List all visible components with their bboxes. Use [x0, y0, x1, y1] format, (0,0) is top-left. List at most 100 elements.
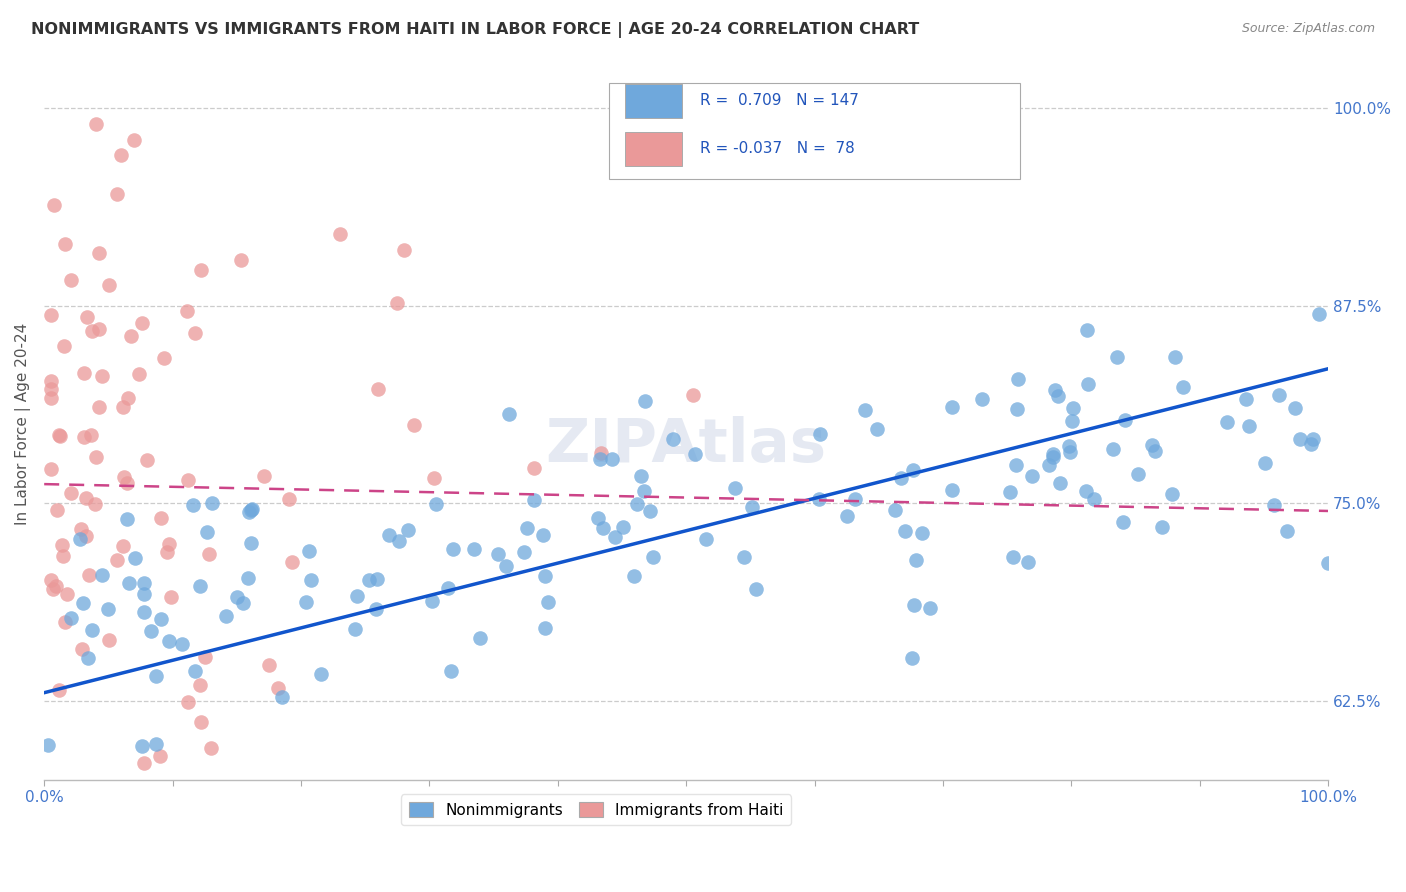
Point	[600, 451, 623, 466]
Text: R =  0.709   N = 147: R = 0.709 N = 147	[700, 94, 859, 108]
Point	[160, 591, 183, 605]
Point	[1007, 371, 1029, 385]
Point	[51, 538, 73, 552]
Point	[45, 579, 67, 593]
Point	[52, 549, 75, 564]
Point	[1316, 556, 1339, 570]
Legend: Nonimmigrants, Immigrants from Haiti: Nonimmigrants, Immigrants from Haiti	[401, 795, 792, 825]
Y-axis label: In Labor Force | Age 20-24: In Labor Force | Age 20-24	[15, 323, 31, 525]
Point	[75, 529, 97, 543]
Point	[80, 624, 103, 638]
Point	[1059, 444, 1081, 458]
Point	[238, 505, 260, 519]
Point	[194, 649, 217, 664]
Point	[134, 576, 156, 591]
Point	[1237, 419, 1260, 434]
Point	[112, 469, 135, 483]
Point	[603, 531, 626, 545]
Point	[612, 519, 634, 533]
Point	[844, 492, 866, 507]
Point	[1002, 550, 1025, 565]
Point	[1302, 432, 1324, 446]
Point	[1005, 458, 1028, 472]
Point	[91, 568, 114, 582]
Text: Source: ZipAtlas.com: Source: ZipAtlas.com	[1241, 22, 1375, 36]
Point	[866, 422, 889, 436]
Point	[1161, 487, 1184, 501]
Point	[420, 594, 443, 608]
Point	[80, 324, 103, 338]
Point	[1289, 432, 1312, 446]
Point	[903, 599, 925, 613]
Point	[87, 246, 110, 260]
Point	[181, 499, 204, 513]
Point	[128, 368, 150, 382]
Point	[941, 401, 963, 415]
Point	[592, 521, 614, 535]
Point	[132, 605, 155, 619]
Point	[901, 463, 924, 477]
Point	[1083, 491, 1105, 506]
Point	[588, 511, 610, 525]
Point	[1275, 524, 1298, 538]
Point	[638, 504, 661, 518]
Point	[155, 545, 177, 559]
Point	[84, 117, 107, 131]
Point	[1284, 401, 1306, 415]
Point	[682, 388, 704, 402]
Point	[257, 658, 280, 673]
Point	[39, 462, 62, 476]
Point	[201, 496, 224, 510]
Point	[853, 402, 876, 417]
Point	[641, 549, 664, 564]
Point	[626, 497, 648, 511]
Point	[537, 595, 560, 609]
Point	[42, 582, 65, 596]
Point	[344, 622, 367, 636]
Point	[39, 382, 62, 396]
Point	[190, 263, 212, 277]
Point	[295, 595, 318, 609]
Point	[589, 446, 612, 460]
Point	[157, 536, 180, 550]
Point	[124, 550, 146, 565]
Point	[364, 601, 387, 615]
Point	[149, 612, 172, 626]
Point	[1043, 384, 1066, 398]
Point	[277, 491, 299, 506]
Point	[112, 540, 135, 554]
Point	[1049, 475, 1071, 490]
Point	[97, 278, 120, 293]
Point	[59, 485, 82, 500]
Point	[441, 541, 464, 556]
Point	[905, 553, 928, 567]
Point	[901, 651, 924, 665]
Point	[77, 650, 100, 665]
Point	[1152, 520, 1174, 534]
Point	[190, 714, 212, 729]
Point	[918, 601, 941, 615]
Point	[134, 756, 156, 770]
Point	[890, 471, 912, 485]
Point	[1114, 412, 1136, 426]
Text: NONIMMIGRANTS VS IMMIGRANTS FROM HAITI IN LABOR FORCE | AGE 20-24 CORRELATION CH: NONIMMIGRANTS VS IMMIGRANTS FROM HAITI I…	[31, 22, 920, 38]
Point	[76, 310, 98, 325]
Point	[87, 400, 110, 414]
Point	[39, 309, 62, 323]
Point	[534, 621, 557, 635]
Point	[240, 502, 263, 516]
Point	[111, 400, 134, 414]
Point	[110, 148, 132, 162]
Point	[1042, 450, 1064, 465]
Point	[733, 549, 755, 564]
Point	[299, 573, 322, 587]
Point	[377, 527, 399, 541]
FancyBboxPatch shape	[609, 83, 1019, 178]
Point	[1105, 350, 1128, 364]
FancyBboxPatch shape	[624, 132, 682, 166]
Point	[70, 642, 93, 657]
Point	[86, 450, 108, 465]
Point	[281, 555, 304, 569]
Point	[79, 427, 101, 442]
Point	[117, 512, 139, 526]
